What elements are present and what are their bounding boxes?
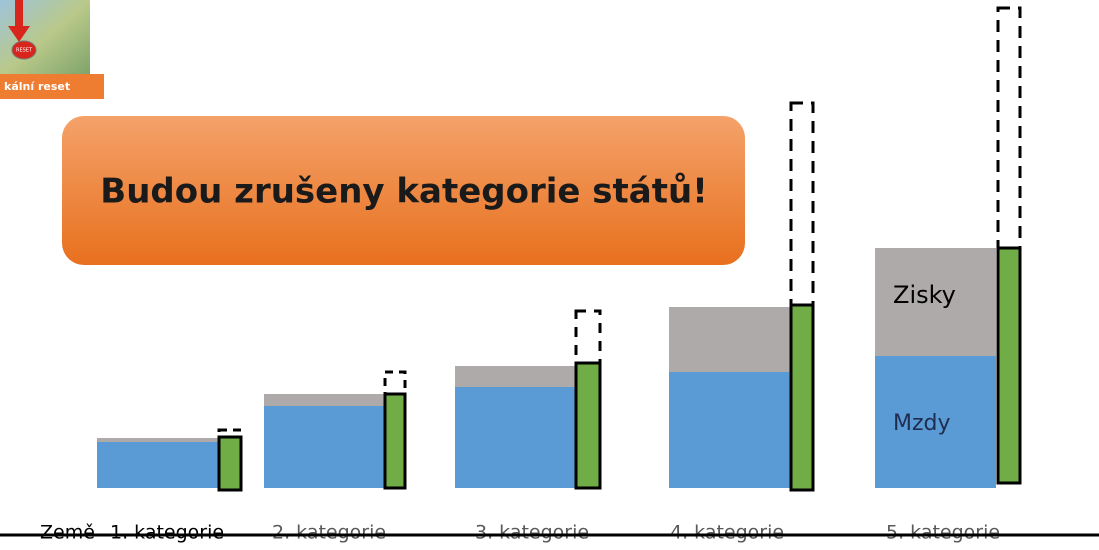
reset-label: kální reset (4, 80, 70, 93)
dashed-bar (791, 103, 813, 305)
green-bar (998, 248, 1020, 483)
wage-bar (455, 387, 576, 488)
axis-start: Země (40, 522, 95, 544)
dashed-bar (576, 311, 600, 363)
reset-badge: RESET (16, 48, 33, 54)
category-label: 5. kategorie (886, 522, 1000, 544)
dashed-bar (385, 372, 405, 394)
banner-text: Budou zrušeny kategorie států! (100, 172, 707, 212)
category-label: 4. kategorie (670, 522, 784, 544)
green-bar (219, 437, 241, 490)
dashed-bar (998, 8, 1020, 248)
green-bar (576, 363, 600, 488)
wage-bar (97, 442, 218, 488)
category-label: 1. kategorie (110, 522, 224, 544)
slide: RESET kální reset Budou zrušeny kategori… (0, 0, 1099, 546)
green-bar (385, 394, 405, 488)
wage-label: Mzdy (893, 411, 951, 436)
profit-bar (97, 438, 218, 442)
category-label: 3. kategorie (475, 522, 589, 544)
category-label: 2. kategorie (272, 522, 386, 544)
reset-button[interactable]: RESET kální reset (0, 0, 104, 99)
map-thumbnail (0, 0, 90, 75)
wage-bar (669, 372, 791, 488)
profit-label: Zisky (893, 281, 956, 309)
profit-bar (455, 366, 576, 387)
green-bar (791, 305, 813, 490)
profit-bar (669, 307, 791, 372)
arrow-shaft (15, 0, 23, 28)
profit-bar (264, 394, 385, 406)
wage-bar (264, 406, 385, 488)
